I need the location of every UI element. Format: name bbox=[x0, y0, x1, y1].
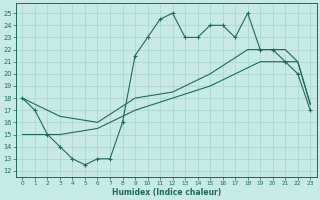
X-axis label: Humidex (Indice chaleur): Humidex (Indice chaleur) bbox=[112, 188, 221, 197]
